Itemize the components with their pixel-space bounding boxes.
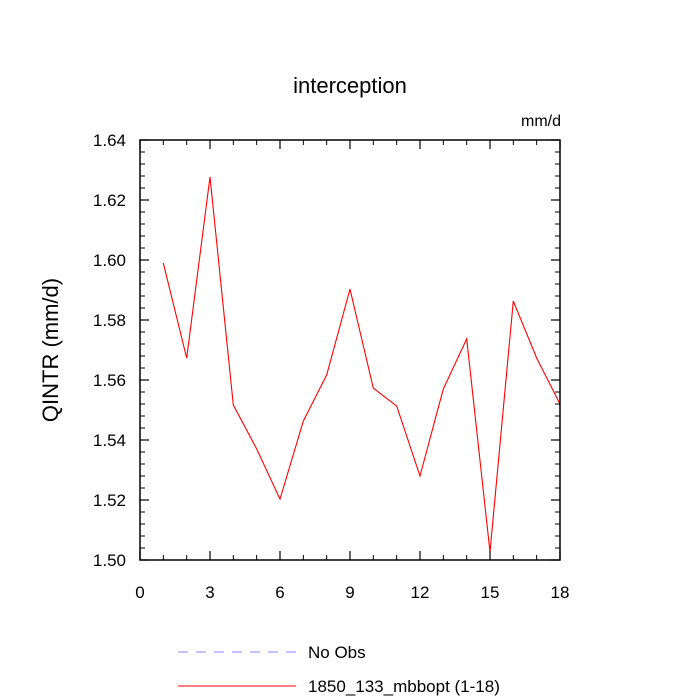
plot-layer: [162, 176, 561, 552]
legend-label: No Obs: [308, 643, 366, 662]
legend: No Obs 1850_133_mbbopt (1-18): [178, 643, 500, 696]
x-tick-label: 12: [411, 583, 430, 602]
series-line: [162, 176, 561, 552]
x-tick-label: 0: [135, 583, 144, 602]
y-tick-label: 1.62: [93, 191, 126, 210]
y-axis-label: QINTR (mm/d): [38, 278, 63, 422]
units-label: mm/d: [521, 113, 561, 130]
plot-frame: [139, 139, 561, 561]
y-tick-label: 1.58: [93, 311, 126, 330]
x-tick-label: 6: [275, 583, 284, 602]
x-tick-label: 3: [205, 583, 214, 602]
y-tick-label: 1.56: [93, 371, 126, 390]
x-tick-label: 18: [551, 583, 570, 602]
x-tick-label: 9: [345, 583, 354, 602]
legend-label: 1850_133_mbbopt (1-18): [308, 677, 500, 696]
chart-title: interception: [293, 73, 407, 98]
x-tick-label: 15: [481, 583, 500, 602]
axis-layer: 0 3 6 9 12 15 18 1.50 1.52 1.54 1.56 1.58 1.60 1.62 1.…: [93, 131, 570, 602]
y-tick-label: 1.64: [93, 131, 126, 150]
y-tick-label: 1.50: [93, 551, 126, 570]
y-tick-label: 1.52: [93, 491, 126, 510]
y-tick-label: 1.60: [93, 251, 126, 270]
y-tick-label: 1.54: [93, 431, 126, 450]
